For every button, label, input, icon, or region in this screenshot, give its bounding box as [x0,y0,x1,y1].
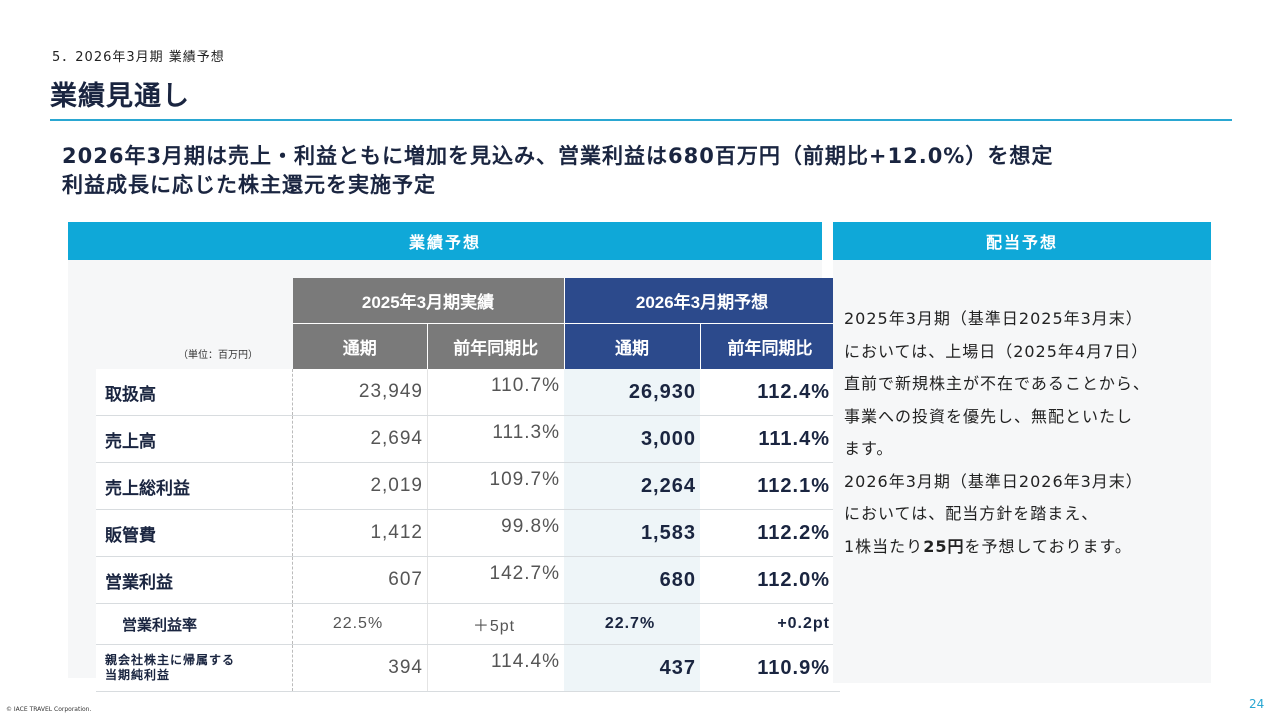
row-label: 売上高 [96,415,293,463]
dividend-line: 事業への投資を優先し、無配といたし [844,406,1134,426]
actual-yoy: 110.7% [427,369,564,416]
col-header-actual-yoy: 前年同期比 [427,323,565,369]
forecast-yoy: 110.9% [700,644,840,692]
headline-line-2: 利益成長に応じた株主還元を実施予定 [62,173,436,197]
actual-yoy: 111.3% [427,415,564,463]
forecast-yoy: +0.2pt [700,603,840,645]
row-label-line-2: 当期純利益 [105,668,171,682]
dividend-line: 1株当たり25円を予想しております。 [844,531,1204,564]
col-header-forecast-yoy: 前年同期比 [700,323,841,369]
dividend-post: を予想しております。 [964,536,1132,556]
forecast-value: 22.7% [564,603,700,645]
group-header-forecast: 2026年3月期予想 [564,278,841,324]
title-divider [50,119,1232,121]
forecast-yoy: 112.1% [700,462,840,510]
dividend-line: 直前で新規株主が不在であることから、 [844,374,1150,393]
row-label: 売上総利益 [96,462,293,510]
page-title: 業績見通し [50,81,190,112]
forecast-yoy: 111.4% [700,415,840,463]
dividend-line: においては、上場日（2025年4月7日） [844,341,1149,361]
forecast-value: 2,264 [564,462,700,510]
dividend-amount: 25円 [923,536,965,556]
unit-label: （単位：百万円） [178,350,258,361]
dividend-text: 2025年3月期（基準日2025年3月末） においては、上場日（2025年4月7… [844,303,1204,563]
actual-yoy: 142.7% [427,556,564,604]
col-header-forecast-full-year: 通期 [564,323,701,369]
forecast-yoy: 112.4% [700,369,840,416]
actual-value: 394 [292,644,428,692]
row-label: 営業利益 [96,556,293,604]
section-label: 5．2026年3月期 業績予想 [52,50,225,65]
forecast-value: 680 [564,556,700,604]
dividend-panel: 配当予想 [833,222,1211,683]
table-row: 販管費 1,412 99.8% 1,583 112.2% [96,509,840,557]
row-label: 営業利益率 [96,603,293,645]
performance-table: 2025年3月期実績 2026年3月期予想 通期 前年同期比 通期 前年同期比 … [96,278,841,692]
dividend-pre: 1株当たり [844,536,924,556]
dividend-line: ます。 [844,439,894,458]
forecast-yoy: 112.0% [700,556,840,604]
actual-value: 22.5% [292,603,428,645]
page-number: 24 [1249,697,1265,711]
table-row: 売上総利益 2,019 109.7% 2,264 112.1% [96,462,840,510]
actual-yoy: 109.7% [427,462,564,510]
dividend-line: 2025年3月期（基準日2025年3月末） [844,309,1143,328]
copyright: © IACE TRAVEL Corporation. [6,706,92,713]
actual-value: 23,949 [292,369,428,416]
actual-value: 2,019 [292,462,428,510]
actual-value: 1,412 [292,509,428,557]
dividend-line: 2026年3月期（基準日2026年3月末） [844,471,1143,491]
table-row: 営業利益 607 142.7% 680 112.0% [96,556,840,604]
headline-line-1: 2026年3月期は売上・利益ともに増加を見込み、営業利益は680百万円（前期比+… [62,144,1054,168]
group-header-actual: 2025年3月期実績 [292,278,565,324]
forecast-value: 26,930 [564,369,700,416]
actual-value: 607 [292,556,428,604]
actual-yoy: ＋5pt [427,603,564,645]
dividend-line: においては、配当方針を踏まえ、 [844,504,1099,523]
row-label: 親会社株主に帰属する 当期純利益 [96,644,293,692]
table-row: 売上高 2,694 111.3% 3,000 111.4% [96,415,840,463]
col-header-actual-full-year: 通期 [292,323,428,369]
forecast-value: 437 [564,644,700,692]
actual-yoy: 99.8% [427,509,564,557]
table-row: 営業利益率 22.5% ＋5pt 22.7% +0.2pt [96,603,840,645]
row-label: 販管費 [96,509,293,557]
table-row: 親会社株主に帰属する 当期純利益 394 114.4% 437 110.9% [96,644,840,692]
forecast-value: 1,583 [564,509,700,557]
performance-panel-title: 業績予想 [68,222,822,260]
dividend-panel-title: 配当予想 [833,222,1211,260]
row-label-line-1: 親会社株主に帰属する [105,653,236,667]
actual-value: 2,694 [292,415,428,463]
table-row: 取扱高 23,949 110.7% 26,930 112.4% [96,369,840,416]
forecast-yoy: 112.2% [700,509,840,557]
row-label: 取扱高 [96,369,293,416]
actual-yoy: 114.4% [427,644,564,692]
headline: 2026年3月期は売上・利益ともに増加を見込み、営業利益は680百万円（前期比+… [62,142,1053,200]
forecast-value: 3,000 [564,415,700,463]
